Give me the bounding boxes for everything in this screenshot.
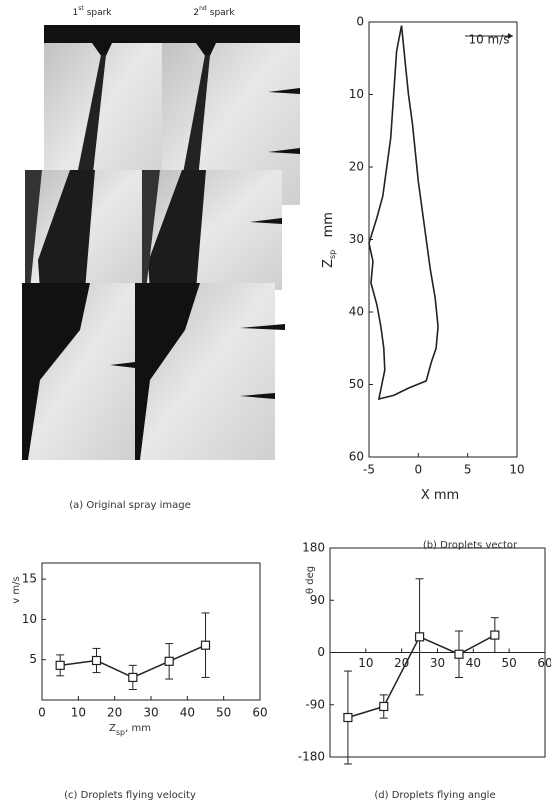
trajectory-line: [368, 25, 439, 401]
plot-frame: [41, 562, 261, 701]
scale-arrowhead: [508, 33, 513, 39]
xlabel: X mm: [421, 488, 459, 503]
xlabel-unit: , mm: [125, 723, 151, 734]
marker: [414, 632, 425, 642]
x-tick-label: 10: [71, 706, 86, 720]
xlabel-label: Zsp, mm: [109, 723, 151, 737]
spark-number: 1: [72, 8, 78, 18]
spark-word: spark: [87, 8, 113, 18]
marker: [164, 656, 174, 666]
y-tick-label: 10: [22, 612, 37, 626]
ylabel: θ deg: [305, 566, 316, 594]
marker: [128, 672, 138, 683]
spark-suffix: st: [78, 5, 84, 12]
spark-word: spark: [210, 8, 236, 18]
spray-photos: [22, 25, 300, 460]
ylabel-label: Zsp mm: [321, 212, 338, 268]
x-tick-label: 20: [107, 706, 122, 720]
x-tick-label: 40: [466, 656, 481, 670]
spark-label: 2nd spark: [193, 5, 235, 18]
marker: [490, 630, 500, 640]
y-tick-label: 30: [349, 232, 364, 246]
spark-number: 2: [193, 8, 199, 18]
x-tick-label: 0: [38, 706, 46, 720]
y-tick-label: 40: [349, 305, 364, 319]
xlabel-sub: sp: [116, 728, 125, 737]
x-tick-label: 30: [430, 656, 445, 670]
y-tick-label: 10: [349, 87, 364, 101]
y-tick-label: 90: [310, 593, 325, 607]
marker: [379, 701, 389, 712]
y-tick-label: 180: [302, 541, 325, 555]
series-line: [347, 634, 496, 719]
spark-label: 1st spark: [72, 5, 112, 18]
ylabel: Z: [321, 259, 336, 268]
ylabel-sub: sp: [328, 250, 337, 259]
y-tick-label: 0: [356, 15, 364, 29]
annotation: 10 m/s: [468, 33, 509, 47]
y-tick-label: 20: [349, 160, 364, 174]
spark-suffix: nd: [199, 5, 207, 12]
y-tick-label: 60: [349, 450, 364, 464]
y-tick-label: 15: [22, 572, 37, 586]
x-tick-label: 60: [537, 656, 551, 670]
y-tick-label: -180: [298, 750, 325, 764]
caption: (d) Droplets flying angle: [374, 790, 495, 801]
x-tick-label: 5: [464, 463, 472, 477]
ylabel-label: θ deg: [305, 566, 316, 594]
x-tick-label: -5: [363, 463, 375, 477]
marker: [91, 655, 102, 666]
ylabel-unit: mm: [321, 212, 336, 250]
y-tick-label: 5: [29, 652, 37, 666]
x-tick-label: 60: [252, 706, 267, 720]
x-tick-label: 50: [216, 706, 231, 720]
caption: (a) Original spray image: [69, 500, 190, 511]
plot-frame: [368, 21, 518, 458]
y-tick-label: -90: [305, 697, 325, 711]
x-tick-label: 50: [502, 656, 517, 670]
x-tick-label: 30: [143, 706, 158, 720]
ylabel: v m/s: [11, 576, 22, 603]
ylabel-label: v m/s: [11, 576, 22, 603]
marker: [55, 660, 65, 670]
marker: [200, 640, 211, 650]
x-tick-label: 20: [394, 656, 409, 670]
caption: (b) Droplets vector: [423, 540, 518, 551]
x-tick-label: 40: [180, 706, 195, 720]
xlabel: Z: [109, 723, 116, 734]
x-tick-label: 10: [509, 463, 524, 477]
marker: [343, 712, 353, 723]
y-tick-label: 50: [349, 377, 364, 391]
xlabel-label: X mm: [421, 488, 459, 503]
y-tick-label: 0: [317, 645, 325, 659]
marker: [454, 649, 464, 659]
caption: (c) Droplets flying velocity: [64, 790, 196, 801]
x-tick-label: 10: [358, 656, 373, 670]
x-tick-label: 0: [415, 463, 423, 477]
